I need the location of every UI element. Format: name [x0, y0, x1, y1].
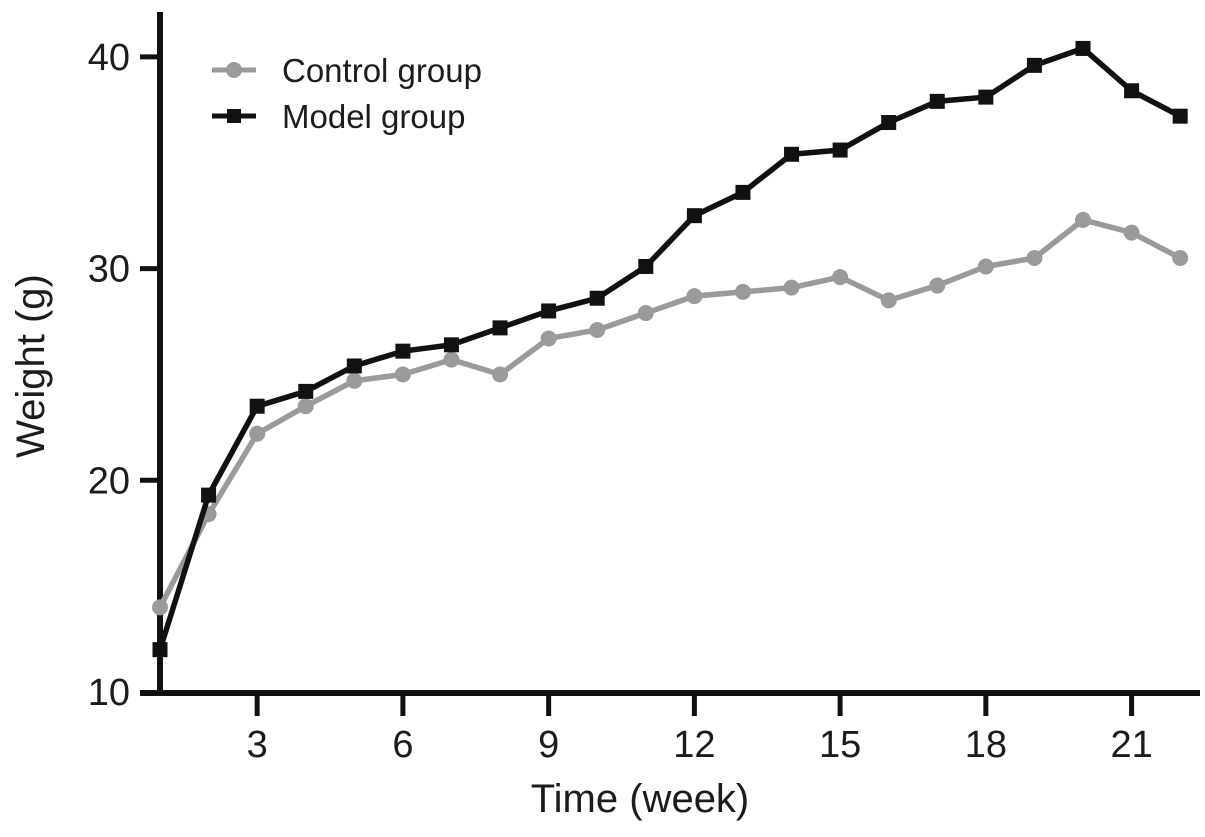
- control-group-marker: [443, 351, 460, 368]
- model-group-marker: [492, 320, 508, 336]
- model-group-marker: [686, 208, 702, 224]
- model-group-marker: [152, 642, 168, 658]
- model-group-marker: [1075, 40, 1091, 56]
- y-tick-label: 10: [88, 672, 130, 714]
- legend-label-control: Control group: [282, 52, 482, 89]
- model-group-marker: [1026, 57, 1042, 73]
- x-tick-label: 18: [965, 724, 1007, 766]
- control-group-marker: [783, 279, 800, 296]
- legend-item-model: Model group: [212, 98, 465, 135]
- model-group-marker: [929, 93, 945, 109]
- model-legend-marker-icon: [227, 109, 241, 123]
- legend-label-model: Model group: [282, 98, 465, 135]
- model-group-marker: [443, 337, 459, 353]
- model-group-marker: [978, 89, 994, 105]
- model-group-marker: [298, 383, 314, 399]
- control-group-marker: [1026, 250, 1043, 267]
- control-group-marker: [297, 398, 314, 415]
- control-group-marker: [637, 305, 654, 322]
- model-group-marker: [346, 358, 362, 374]
- control-group-marker: [1123, 224, 1140, 241]
- control-group-marker: [686, 288, 703, 305]
- control-group-marker: [832, 269, 849, 286]
- y-tick-label: 20: [88, 460, 130, 502]
- series-control-group: [152, 211, 1189, 616]
- control-group-marker: [346, 372, 363, 389]
- control-group-marker: [492, 366, 509, 383]
- series-model-group: [152, 40, 1188, 658]
- control-group-marker: [977, 258, 994, 275]
- model-group-marker: [395, 343, 411, 359]
- x-axis-title: Time (week): [531, 777, 750, 821]
- control-group-marker: [540, 330, 557, 347]
- y-tick-label: 40: [88, 37, 130, 79]
- control-group-marker: [589, 321, 606, 338]
- x-tick-label: 15: [819, 724, 861, 766]
- x-tick-label: 3: [247, 724, 268, 766]
- y-axis-title: Weight (g): [9, 274, 53, 458]
- model-group-marker: [638, 258, 654, 274]
- x-tick-label: 6: [392, 724, 413, 766]
- x-tick-label: 21: [1110, 724, 1152, 766]
- control-group-line: [157, 216, 1182, 609]
- legend-item-control: Control group: [212, 52, 482, 89]
- legend: Control group Model group: [212, 52, 482, 135]
- model-group-marker: [832, 142, 848, 158]
- control-group-marker: [929, 277, 946, 294]
- axes: 10 20 30 40 3 6 9 12 15 18 21: [88, 12, 1200, 766]
- model-group-marker: [589, 290, 605, 306]
- control-group-marker: [1172, 250, 1189, 267]
- x-tick-label: 9: [538, 724, 559, 766]
- control-group-marker: [1075, 211, 1092, 228]
- model-group-marker: [784, 146, 800, 162]
- control-legend-marker-icon: [226, 62, 242, 78]
- model-group-marker: [201, 487, 217, 503]
- control-group-marker: [734, 283, 751, 300]
- y-tick-label: 30: [88, 249, 130, 291]
- data-series: [152, 40, 1189, 658]
- control-group-marker: [394, 366, 411, 383]
- model-group-marker: [249, 398, 265, 414]
- control-group-marker: [880, 292, 897, 309]
- model-group-marker: [881, 115, 897, 131]
- control-group-marker: [152, 599, 168, 616]
- model-group-marker: [1172, 108, 1188, 124]
- control-group-marker: [249, 425, 266, 442]
- model-group-marker: [541, 303, 557, 319]
- model-group-marker: [735, 184, 751, 200]
- x-tick-label: 12: [673, 724, 715, 766]
- model-group-marker: [1124, 83, 1140, 99]
- model-group-line: [157, 45, 1182, 651]
